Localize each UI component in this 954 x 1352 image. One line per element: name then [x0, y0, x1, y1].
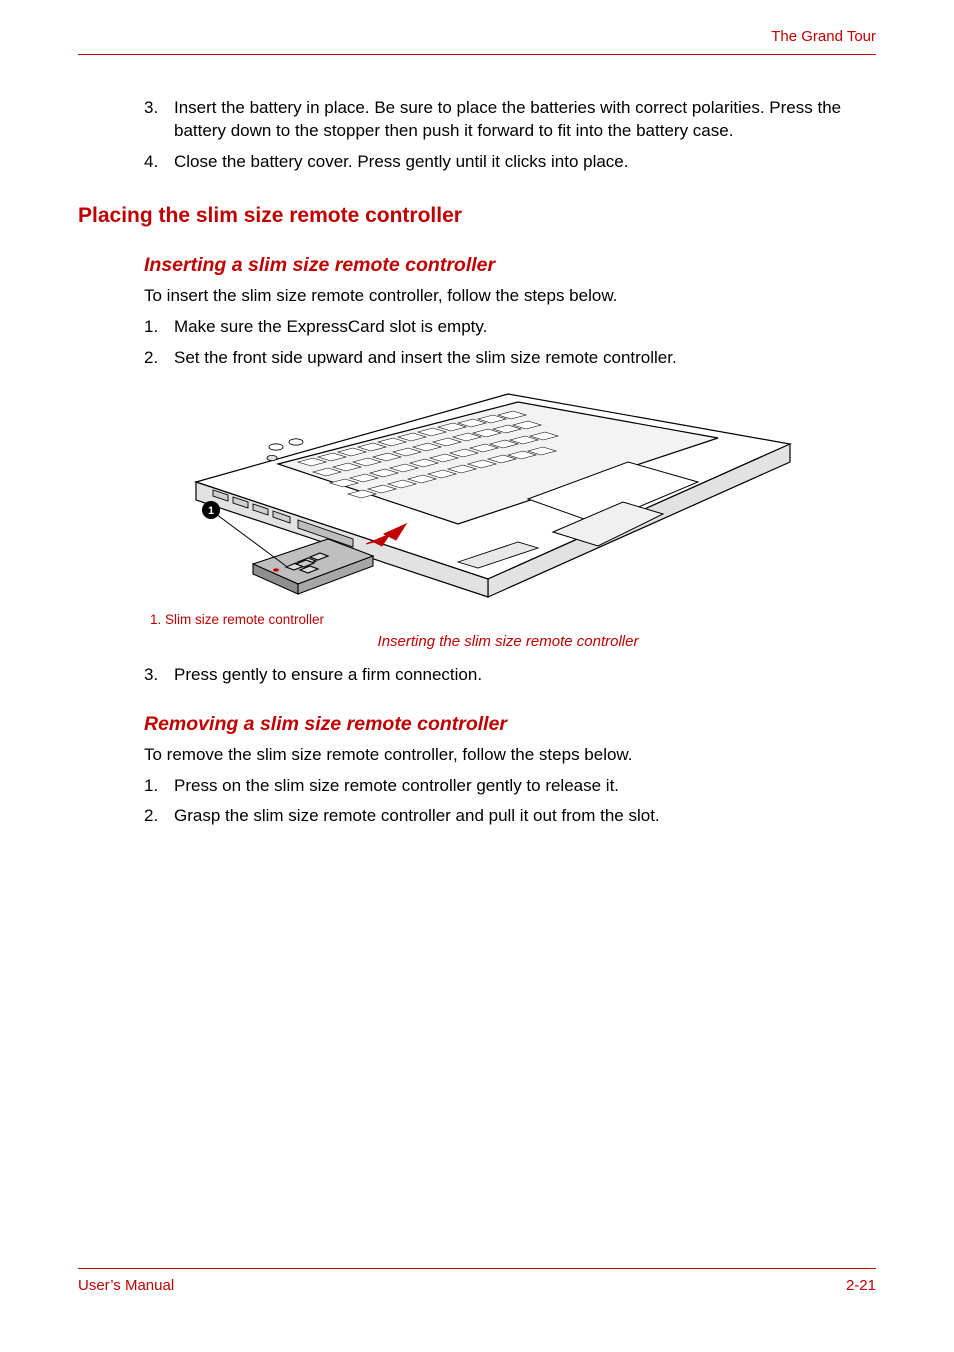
list-number: 1. — [144, 775, 174, 798]
figure-caption: Inserting the slim size remote controlle… — [144, 633, 872, 650]
laptop-illustration-icon: 1 — [158, 384, 798, 606]
list-item: 2. Set the front side upward and insert … — [144, 347, 872, 370]
paragraph: To insert the slim size remote controlle… — [144, 285, 872, 308]
list-text: Grasp the slim size remote controller an… — [174, 805, 872, 828]
list-item: 3. Press gently to ensure a firm connect… — [144, 664, 872, 687]
footer-left: User’s Manual — [78, 1277, 174, 1294]
list-item: 3. Insert the battery in place. Be sure … — [144, 97, 872, 143]
chapter-title: The Grand Tour — [771, 28, 876, 45]
footer-right: 2-21 — [846, 1277, 876, 1294]
list-text: Press gently to ensure a firm connection… — [174, 664, 872, 687]
section-heading: Placing the slim size remote controller — [78, 204, 872, 228]
list-number: 4. — [144, 151, 174, 174]
list-text: Close the battery cover. Press gently un… — [174, 151, 872, 174]
list-text: Make sure the ExpressCard slot is empty. — [174, 316, 872, 339]
list-number: 2. — [144, 347, 174, 370]
list-number: 3. — [144, 664, 174, 687]
figure-legend: 1. Slim size remote controller — [150, 612, 872, 627]
page-footer: User’s Manual 2-21 — [78, 1268, 876, 1294]
list-item: 1. Press on the slim size remote control… — [144, 775, 872, 798]
list-item: 1. Make sure the ExpressCard slot is emp… — [144, 316, 872, 339]
list-number: 3. — [144, 97, 174, 143]
list-text: Insert the battery in place. Be sure to … — [174, 97, 872, 143]
list-number: 1. — [144, 316, 174, 339]
callout-label: 1 — [208, 505, 214, 517]
list-text: Press on the slim size remote controller… — [174, 775, 872, 798]
figure: 1 — [158, 384, 872, 606]
list-item: 2. Grasp the slim size remote controller… — [144, 805, 872, 828]
page: The Grand Tour 3. Insert the battery in … — [0, 0, 954, 1352]
list-text: Set the front side upward and insert the… — [174, 347, 872, 370]
subsection-heading: Removing a slim size remote controller — [144, 713, 872, 736]
list-item: 4. Close the battery cover. Press gently… — [144, 151, 872, 174]
list-number: 2. — [144, 805, 174, 828]
page-header: The Grand Tour — [78, 28, 876, 55]
page-content: 3. Insert the battery in place. Be sure … — [78, 55, 876, 828]
subsection-heading: Inserting a slim size remote controller — [144, 254, 872, 277]
paragraph: To remove the slim size remote controlle… — [144, 744, 872, 767]
